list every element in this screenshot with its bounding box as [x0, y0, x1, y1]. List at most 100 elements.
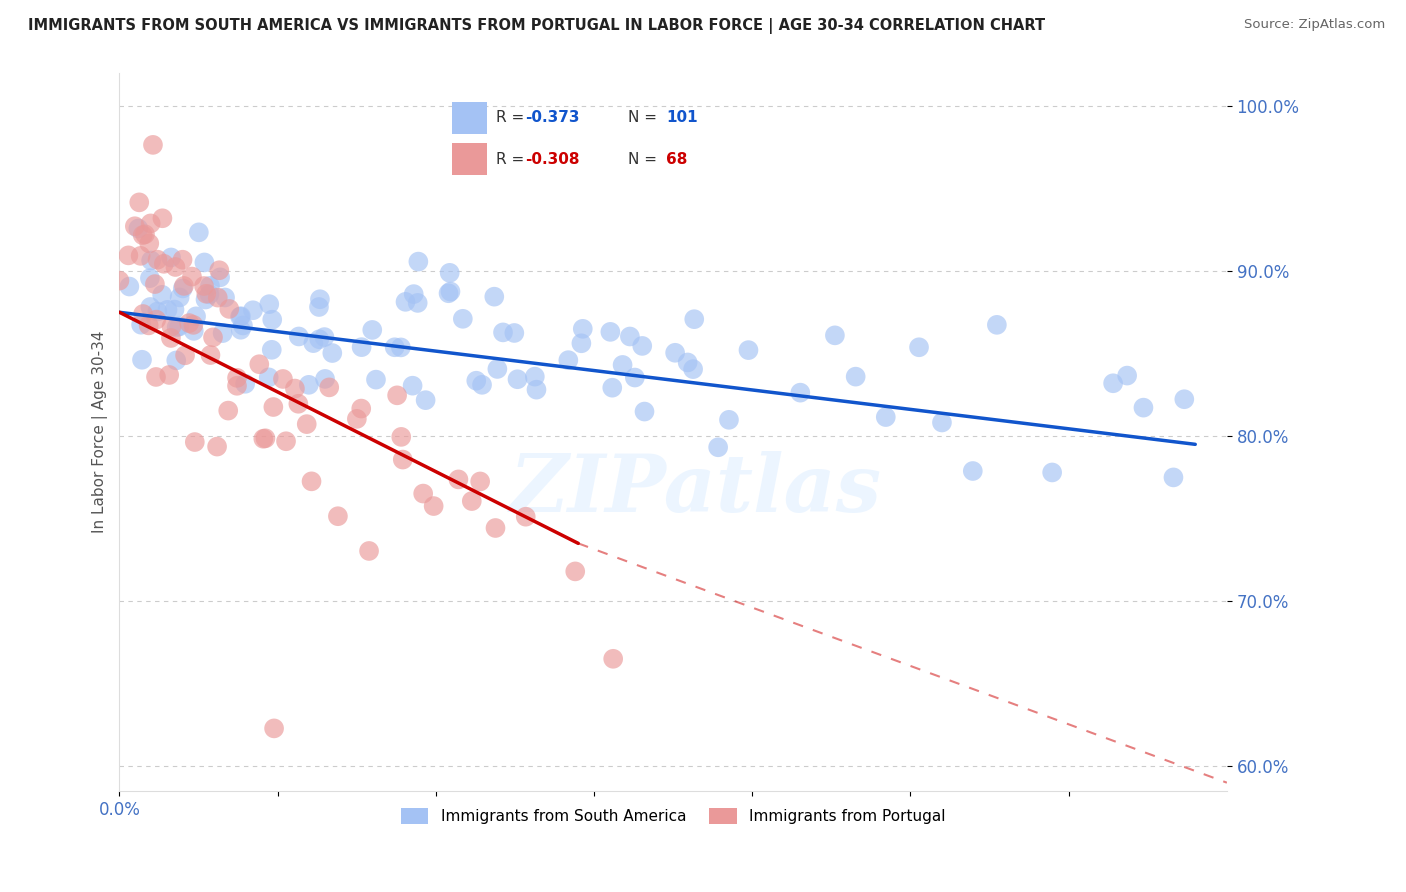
Point [142, 137, 165, 152]
Point [271, 372, 294, 386]
Point [633, 404, 655, 418]
Point [439, 285, 461, 299]
Point [361, 323, 384, 337]
Point [437, 286, 460, 301]
Point [247, 357, 270, 371]
Point [202, 330, 225, 344]
Point [157, 368, 180, 382]
Point [486, 362, 509, 376]
Point [526, 383, 548, 397]
Point [179, 316, 201, 330]
Point [465, 374, 488, 388]
Point [401, 378, 423, 392]
Point [321, 346, 343, 360]
Point [232, 318, 254, 333]
Point [274, 434, 297, 449]
Point [207, 291, 229, 305]
Point [789, 385, 811, 400]
Point [461, 494, 484, 508]
Point [631, 339, 654, 353]
Point [350, 401, 373, 416]
Point [139, 271, 162, 285]
Point [160, 319, 183, 334]
Point [492, 326, 515, 340]
Point [214, 291, 236, 305]
Point [470, 475, 492, 489]
Point [108, 274, 131, 288]
Point [129, 318, 152, 332]
Point [439, 266, 461, 280]
Point [198, 287, 221, 301]
Point [139, 300, 162, 314]
Point [156, 302, 179, 317]
Point [683, 312, 706, 326]
Point [408, 254, 430, 268]
Point [402, 287, 425, 301]
Point [169, 290, 191, 304]
Point [314, 330, 336, 344]
Point [150, 288, 173, 302]
Point [263, 722, 285, 736]
Point [143, 277, 166, 291]
Point [1102, 376, 1125, 391]
Point [184, 435, 207, 450]
Point [257, 370, 280, 384]
Point [262, 400, 284, 414]
Point [314, 372, 336, 386]
Point [183, 324, 205, 338]
Point [875, 410, 897, 425]
Point [211, 326, 233, 340]
Point [484, 521, 506, 535]
Point [302, 336, 325, 351]
Point [737, 343, 759, 358]
Point [145, 370, 167, 384]
Point [619, 329, 641, 343]
Point [394, 294, 416, 309]
Point [357, 544, 380, 558]
Point [262, 312, 284, 326]
Point [447, 472, 470, 486]
Point [664, 345, 686, 359]
Point [824, 328, 846, 343]
Point [165, 353, 187, 368]
Point [200, 348, 222, 362]
Point [131, 352, 153, 367]
Point [252, 432, 274, 446]
Point [145, 312, 167, 326]
Point [229, 323, 252, 337]
Point [602, 652, 624, 666]
Text: Source: ZipAtlas.com: Source: ZipAtlas.com [1244, 18, 1385, 31]
Point [569, 336, 592, 351]
Point [128, 195, 150, 210]
Point [172, 281, 194, 295]
Point [406, 296, 429, 310]
Point [364, 373, 387, 387]
Point [160, 251, 183, 265]
Point [1132, 401, 1154, 415]
Point [205, 440, 228, 454]
Point [350, 340, 373, 354]
Point [172, 252, 194, 267]
Point [309, 292, 332, 306]
Point [571, 322, 593, 336]
Point [506, 372, 529, 386]
Point [845, 369, 868, 384]
Point [599, 325, 621, 339]
Point [163, 302, 186, 317]
Point [209, 270, 232, 285]
Point [124, 219, 146, 234]
Point [471, 377, 494, 392]
Point [259, 297, 281, 311]
Point [139, 253, 162, 268]
Point [118, 279, 141, 293]
Point [503, 326, 526, 340]
Point [717, 413, 740, 427]
Legend: Immigrants from South America, Immigrants from Portugal: Immigrants from South America, Immigrant… [395, 802, 952, 830]
Point [226, 371, 249, 385]
Point [193, 279, 215, 293]
Point [557, 353, 579, 368]
Point [391, 452, 413, 467]
Point [218, 301, 240, 316]
Point [127, 221, 149, 235]
Point [523, 369, 546, 384]
